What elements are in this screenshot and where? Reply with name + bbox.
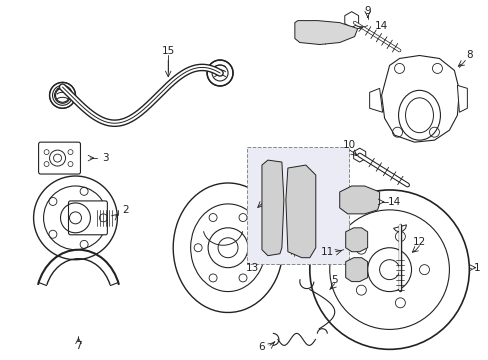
FancyBboxPatch shape [246,147,348,264]
Polygon shape [294,21,357,45]
Text: 11: 11 [321,247,334,257]
Circle shape [52,85,72,105]
Text: 5: 5 [331,275,337,285]
Text: 13: 13 [245,263,258,273]
Polygon shape [262,160,284,256]
Text: 7: 7 [75,341,81,351]
FancyBboxPatch shape [68,201,107,235]
Circle shape [207,60,233,86]
Polygon shape [353,148,365,162]
Polygon shape [285,165,315,258]
Text: 6: 6 [258,342,264,352]
Polygon shape [345,228,367,252]
FancyBboxPatch shape [39,142,81,174]
Polygon shape [456,85,467,112]
Polygon shape [345,258,367,282]
Text: 2: 2 [122,205,128,215]
Text: 14: 14 [387,197,400,207]
Text: 1: 1 [473,263,480,273]
Circle shape [56,88,69,102]
Polygon shape [393,225,406,232]
Polygon shape [369,88,382,112]
Text: 12: 12 [412,237,425,247]
Text: 3: 3 [102,153,108,163]
Text: 9: 9 [364,6,370,15]
Polygon shape [339,186,379,214]
Text: 15: 15 [161,45,175,55]
Text: 4: 4 [274,180,281,190]
Text: 8: 8 [465,50,472,60]
Polygon shape [381,55,458,142]
Text: 14: 14 [374,21,387,31]
Text: 10: 10 [343,140,356,150]
Polygon shape [344,12,358,28]
